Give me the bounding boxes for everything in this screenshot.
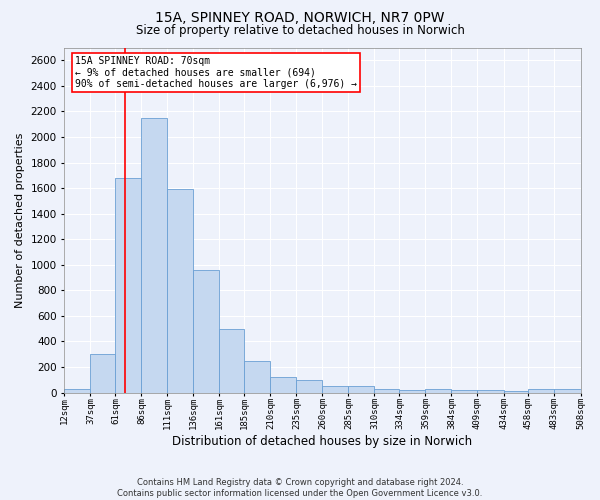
Bar (193, 270, 220, 392)
Bar (142, 118, 167, 392)
Bar (64, 390, 91, 392)
Text: Contains HM Land Registry data © Crown copyright and database right 2024.
Contai: Contains HM Land Registry data © Crown c… (118, 478, 482, 498)
Bar (244, 361, 271, 392)
Bar (451, 390, 478, 392)
Bar (296, 380, 322, 392)
Bar (322, 386, 349, 392)
Bar (400, 390, 425, 392)
Bar (91, 354, 115, 393)
Bar (220, 328, 244, 392)
Bar (478, 390, 503, 392)
Bar (503, 390, 529, 392)
Bar (374, 388, 400, 392)
Bar (271, 377, 296, 392)
Bar (529, 390, 554, 392)
Bar (554, 390, 581, 392)
Text: Size of property relative to detached houses in Norwich: Size of property relative to detached ho… (136, 24, 464, 37)
Bar (167, 190, 193, 392)
Y-axis label: Number of detached properties: Number of detached properties (15, 132, 25, 308)
X-axis label: Distribution of detached houses by size in Norwich: Distribution of detached houses by size … (172, 434, 473, 448)
Bar (349, 386, 374, 392)
Text: 15A, SPINNEY ROAD, NORWICH, NR7 0PW: 15A, SPINNEY ROAD, NORWICH, NR7 0PW (155, 11, 445, 25)
Bar (425, 388, 451, 392)
Bar (115, 178, 142, 392)
Text: 15A SPINNEY ROAD: 70sqm
← 9% of detached houses are smaller (694)
90% of semi-de: 15A SPINNEY ROAD: 70sqm ← 9% of detached… (75, 56, 357, 90)
